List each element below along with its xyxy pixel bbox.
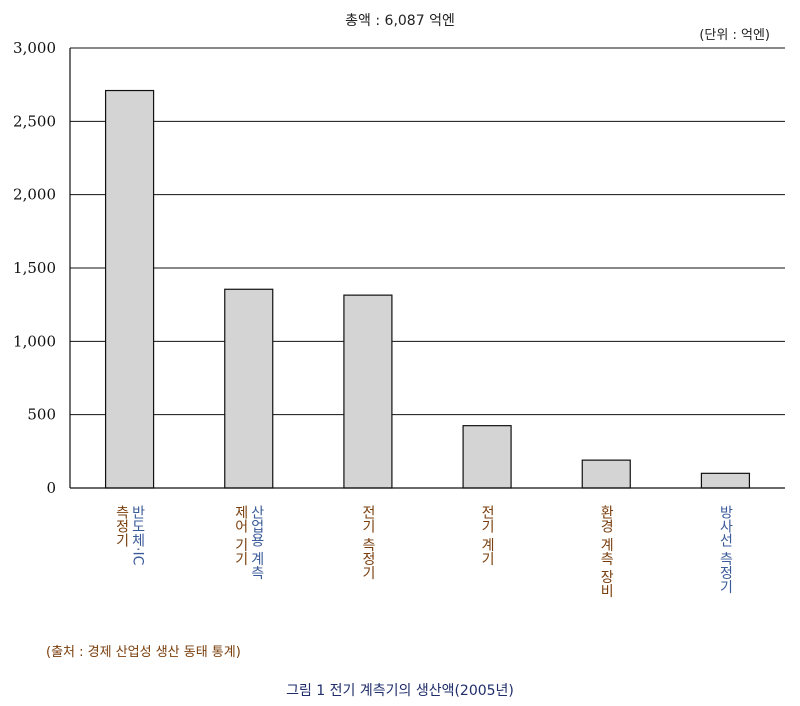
y-tick-labels: 0 500 1,000 1,500 2,000 2,500 3,000	[13, 39, 56, 497]
y-tick-label: 1,500	[13, 259, 56, 277]
chart-total: 총액 : 6,087 억엔	[345, 13, 455, 29]
x-category-label: 반도체·IC	[130, 505, 146, 566]
bar	[700, 472, 751, 489]
x-category-label: 방사선 측정기	[717, 505, 733, 594]
y-tick-label: 0	[46, 479, 56, 497]
x-category-label: 환경 계측 장비	[598, 505, 614, 598]
bar	[224, 288, 274, 489]
figure-caption: 그림 1 전기 계측기의 생산액(2005년)	[286, 683, 514, 699]
y-tick-label: 3,000	[13, 39, 56, 57]
y-tick-label: 2,000	[13, 186, 56, 204]
x-category-label: 측정기	[114, 505, 130, 547]
bar	[581, 459, 631, 489]
unit-label: (단위 : 억엔)	[699, 28, 770, 43]
bar-chart: 0 500 1,000 1,500 2,000 2,500 3,000 측정기 반도체·IC 제…	[13, 39, 785, 598]
x-category-label: 전기 계기	[479, 505, 495, 566]
bar	[343, 294, 393, 489]
bar	[104, 89, 155, 489]
bars	[104, 89, 751, 489]
y-tick-label: 2,500	[13, 112, 56, 130]
y-tick-label: 500	[27, 406, 56, 424]
source-note: (출처 : 경제 산업성 생산 동태 통계)	[46, 645, 241, 660]
axes	[69, 48, 785, 489]
x-category-label: 제어 기기	[233, 505, 249, 566]
x-category-label: 전기 측정기	[360, 505, 376, 580]
gridlines	[70, 47, 785, 416]
x-category-labels: 측정기 반도체·IC 제어 기기 산업용 계측 전기 측정기 전기 계기 환경 계측 장비 방…	[114, 505, 734, 598]
bar	[462, 425, 512, 489]
y-tick-label: 1,000	[13, 332, 56, 350]
x-category-label: 산업용 계측	[249, 505, 265, 580]
